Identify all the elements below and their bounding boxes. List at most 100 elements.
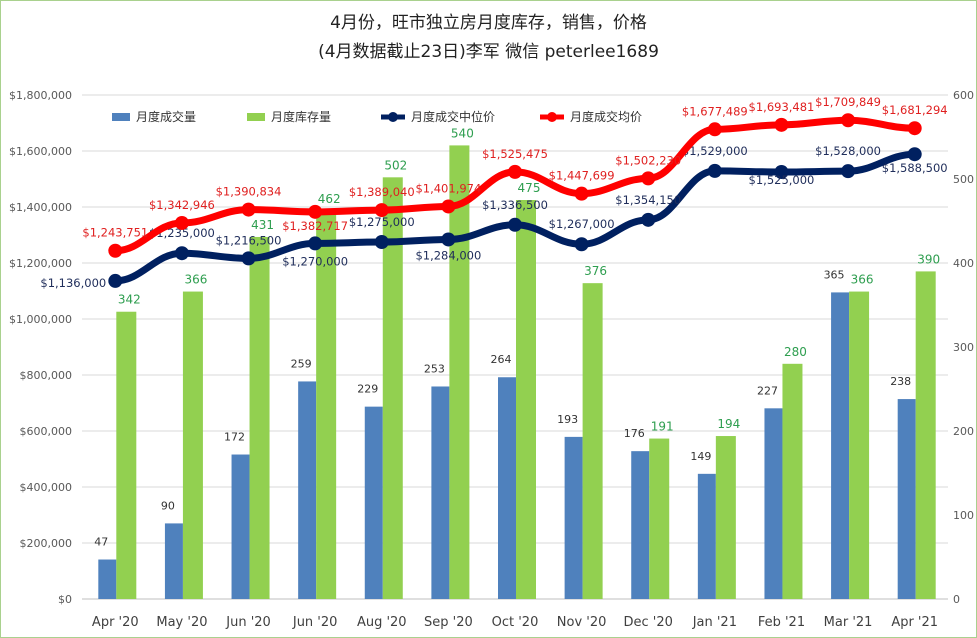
right-axis-tick: 300 <box>953 341 974 354</box>
bar-sales <box>897 399 916 599</box>
bar-sales-label: 229 <box>357 383 378 396</box>
average-price-marker <box>174 215 189 230</box>
x-axis-tick: Jun '20 <box>225 615 271 630</box>
bar-inventory <box>382 177 403 599</box>
legend-swatch <box>247 113 265 121</box>
average-price-label: $1,243,751 <box>82 226 148 240</box>
bar-inventory <box>915 271 936 599</box>
median-price-label: $1,275,000 <box>349 215 415 229</box>
median-price-label: $1,270,000 <box>282 254 348 268</box>
median-price-label: $1,216,500 <box>216 233 282 247</box>
bar-sales <box>431 386 450 599</box>
bar-inventory <box>849 291 870 599</box>
bar-inventory-label: 431 <box>251 218 274 232</box>
left-axis-tick: $1,600,000 <box>9 145 72 158</box>
median-price-label: $1,525,000 <box>749 173 815 187</box>
x-axis-tick: Mar '21 <box>824 615 873 630</box>
right-axis-tick: 400 <box>953 257 974 270</box>
median-price-marker <box>374 235 389 249</box>
average-price-marker <box>308 204 323 219</box>
bar-inventory-label: 366 <box>184 273 207 287</box>
average-price-label: $1,693,481 <box>749 100 815 114</box>
bar-sales <box>231 454 250 599</box>
bar-inventory <box>649 438 670 599</box>
x-axis-tick: Sep '20 <box>424 615 473 630</box>
average-price-label: $1,401,974 <box>415 181 481 195</box>
average-price-marker <box>574 186 589 201</box>
left-axis-tick: $600,000 <box>20 425 73 438</box>
average-price-label: $1,389,040 <box>349 185 415 199</box>
left-axis-tick: $400,000 <box>20 481 73 494</box>
average-price-marker <box>374 203 389 218</box>
x-axis-tick: Nov '20 <box>557 615 607 630</box>
x-axis-tick: Dec '20 <box>624 615 673 630</box>
bar-sales-label: 193 <box>557 413 578 426</box>
bar-inventory <box>182 291 203 599</box>
legend-label: 月度库存量 <box>271 109 331 124</box>
bar-inventory-label: 390 <box>917 252 940 266</box>
median-price-label: $1,336,500 <box>482 198 548 212</box>
median-price-marker <box>774 165 789 179</box>
bar-inventory <box>316 210 337 600</box>
right-axis-tick: 500 <box>953 173 974 186</box>
right-axis-tick: 600 <box>953 89 974 102</box>
median-price-marker <box>641 212 656 227</box>
bar-inventory-label: 342 <box>118 293 141 307</box>
right-axis-tick: 100 <box>953 509 974 522</box>
average-price-label: $1,447,699 <box>549 169 615 183</box>
median-price-marker <box>174 246 189 261</box>
median-price-label: $1,529,000 <box>682 144 748 158</box>
x-axis-tick: Feb '21 <box>758 615 805 630</box>
bar-inventory <box>516 200 536 599</box>
legend-label: 月度成交中位价 <box>411 109 495 124</box>
bar-sales-label: 238 <box>890 375 911 388</box>
median-price-label: $1,267,000 <box>549 217 615 231</box>
bar-sales-label: 90 <box>161 499 175 512</box>
average-price-label: $1,502,230 <box>615 153 681 167</box>
bar-inventory-label: 191 <box>651 420 674 434</box>
bar-sales <box>98 559 117 599</box>
median-price-marker <box>574 237 589 252</box>
legend-marker <box>388 112 398 122</box>
x-axis-tick: Jun '20 <box>292 615 338 630</box>
median-price-marker <box>508 217 522 232</box>
bar-sales <box>298 381 317 599</box>
average-price-marker <box>641 171 656 186</box>
bar-sales <box>364 406 383 599</box>
average-price-label: $1,681,294 <box>882 103 948 117</box>
average-price-marker <box>707 122 722 137</box>
bar-sales <box>831 292 850 599</box>
bar-inventory <box>715 436 736 599</box>
left-axis-tick: $200,000 <box>20 537 73 550</box>
median-price-label: $1,136,000 <box>40 276 106 290</box>
bar-inventory-label: 462 <box>318 192 341 206</box>
x-axis-tick: Apr '20 <box>92 615 139 630</box>
x-axis-tick: Oct '20 <box>492 615 539 630</box>
median-price-marker <box>441 232 456 247</box>
legend-marker <box>547 112 557 122</box>
median-price-marker <box>907 147 922 162</box>
bar-inventory <box>449 145 470 599</box>
average-price-label: $1,342,946 <box>149 198 215 212</box>
bar-inventory-label: 475 <box>518 181 541 195</box>
bar-sales <box>498 377 516 599</box>
median-price-label: $1,528,000 <box>815 144 881 158</box>
average-price-marker <box>907 121 922 136</box>
left-axis-tick: $1,800,000 <box>9 89 72 102</box>
bar-inventory-label: 540 <box>451 126 474 140</box>
median-price-label: $1,284,000 <box>415 248 481 262</box>
average-price-label: $1,709,849 <box>815 95 881 109</box>
average-price-label: $1,382,717 <box>282 219 348 233</box>
bar-sales-label: 259 <box>291 357 312 370</box>
median-price-marker <box>841 164 856 179</box>
bar-sales-label: 176 <box>624 427 645 440</box>
bar-sales-label: 47 <box>94 536 108 549</box>
bar-inventory <box>582 283 603 599</box>
left-axis-tick: $1,200,000 <box>9 257 72 270</box>
bar-inventory-label: 376 <box>584 264 607 278</box>
bar-inventory-label: 366 <box>851 273 874 287</box>
right-axis-tick: 200 <box>953 425 974 438</box>
bar-sales <box>697 473 716 599</box>
bar-sales <box>631 451 650 599</box>
bar-sales-label: 253 <box>424 362 445 375</box>
